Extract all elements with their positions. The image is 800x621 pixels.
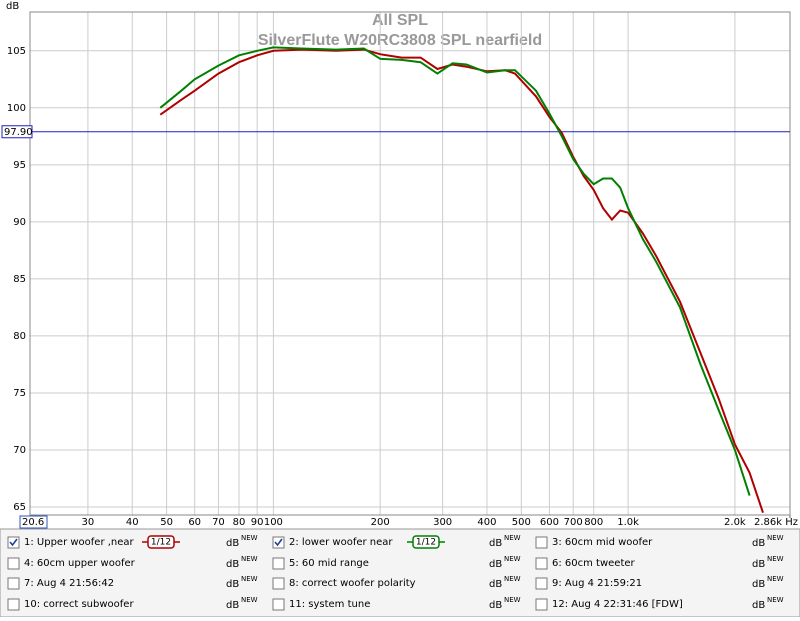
x-tick-label: 300 [433,517,452,528]
y-tick-label: 85 [13,274,26,285]
smoothing-label: 1/12 [151,538,171,548]
checkbox[interactable] [535,536,548,549]
x-tick-label: 50 [160,517,173,528]
unit-label: dB [226,538,239,549]
new-badge: NEW [767,596,784,604]
measurement-name: 1: Upper woofer ,near [24,537,135,548]
new-badge: NEW [241,575,258,583]
checkbox[interactable] [7,557,20,570]
checkbox[interactable] [272,557,285,570]
y-tick-label: 100 [7,103,26,114]
measurement-name: 2: lower woofer near [289,537,393,548]
new-badge: NEW [504,575,521,583]
x-tick-label: 80 [233,517,246,528]
x-tick-label: 70 [212,517,225,528]
cursor-box [1,125,33,139]
measurement-name: 4: 60cm upper woofer [24,558,136,569]
new-badge: NEW [504,596,521,604]
measurement-name: 9: Aug 4 21:59:21 [552,578,642,589]
new-badge: NEW [767,555,784,563]
measurement-name: 11: system tune [289,599,370,610]
x-limit-box [19,515,48,529]
x-tick-label: 200 [371,517,390,528]
new-badge: NEW [241,555,258,563]
series-line [159,48,764,514]
x-tick-label: 60 [188,517,201,528]
x-tick-label: 800 [584,517,603,528]
x-tick-label: 400 [477,517,496,528]
unit-label: dB [752,538,765,549]
new-badge: NEW [241,596,258,604]
plot-frame [29,11,791,516]
measurement-name: 8: correct woofer polarity [289,578,416,589]
new-badge: NEW [767,534,784,542]
checkbox[interactable] [535,598,548,611]
unit-label: dB [226,559,239,570]
new-badge: NEW [241,534,258,542]
x-tick-label: 600 [540,517,559,528]
unit-label: dB [489,600,502,611]
unit-label: dB [226,579,239,590]
x-tick-label: 2.0k [724,517,746,528]
checkbox[interactable] [272,577,285,590]
y-tick-label: 75 [13,388,26,399]
unit-label: dB [489,579,502,590]
new-badge: NEW [504,534,521,542]
x-tick-label: 1.0k [617,517,639,528]
y-tick-label: 80 [13,331,26,342]
unit-label: dB [752,579,765,590]
unit-label: dB [489,559,502,570]
unit-label: dB [752,559,765,570]
measurement-panel [0,528,800,618]
chart-subtitle: SilverFlute W20RC3808 SPL nearfield [258,32,542,49]
series-line [159,46,751,496]
checkmark [9,538,18,547]
measurement-name: 5: 60 mid range [289,558,369,569]
chart-title: All SPL [372,12,428,29]
x-tick-label: 2.86k Hz [754,517,798,528]
checkbox[interactable] [535,557,548,570]
new-badge: NEW [767,575,784,583]
y-axis-label: dB [6,1,19,12]
checkbox[interactable] [7,577,20,590]
measurement-name: 3: 60cm mid woofer [552,537,653,548]
x-tick-label: 500 [512,517,531,528]
measurement-name: 6: 60cm tweeter [552,558,636,569]
x-tick-label: 40 [126,517,139,528]
y-tick-label: 95 [13,160,26,171]
y-tick-label: 70 [13,445,26,456]
checkmark [274,538,283,547]
checkbox[interactable] [272,598,285,611]
checkbox[interactable] [7,598,20,611]
smoothing-label: 1/12 [416,538,436,548]
measurement-name: 10: correct subwoofer [24,599,134,610]
cursor-label: 97.90 [4,127,33,138]
measurement-name: 7: Aug 4 21:56:42 [24,578,114,589]
y-tick-label: 90 [13,217,26,228]
measurement-name: 12: Aug 4 22:31:46 [FDW] [552,599,683,610]
unit-label: dB [489,538,502,549]
new-badge: NEW [504,555,521,563]
checkbox[interactable] [535,577,548,590]
x-tick-label: 20.6 [22,517,44,528]
y-tick-label: 105 [7,46,26,57]
x-tick-label: 100 [264,517,283,528]
unit-label: dB [226,600,239,611]
x-tick-label: 30 [82,517,95,528]
unit-label: dB [752,600,765,611]
x-tick-label: 700 [564,517,583,528]
x-tick-label: 90 [251,517,264,528]
y-tick-label: 65 [13,502,26,513]
